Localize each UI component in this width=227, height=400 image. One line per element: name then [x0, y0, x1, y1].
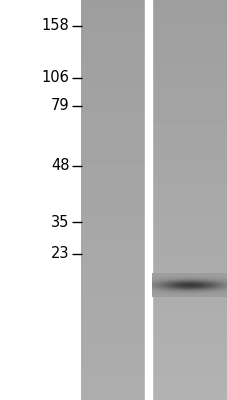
Text: 158: 158 — [42, 18, 69, 34]
Text: 48: 48 — [51, 158, 69, 174]
Text: 79: 79 — [51, 98, 69, 114]
Bar — [144, 0, 152, 400]
Text: 106: 106 — [42, 70, 69, 86]
Text: 23: 23 — [51, 246, 69, 262]
Text: 35: 35 — [51, 214, 69, 230]
